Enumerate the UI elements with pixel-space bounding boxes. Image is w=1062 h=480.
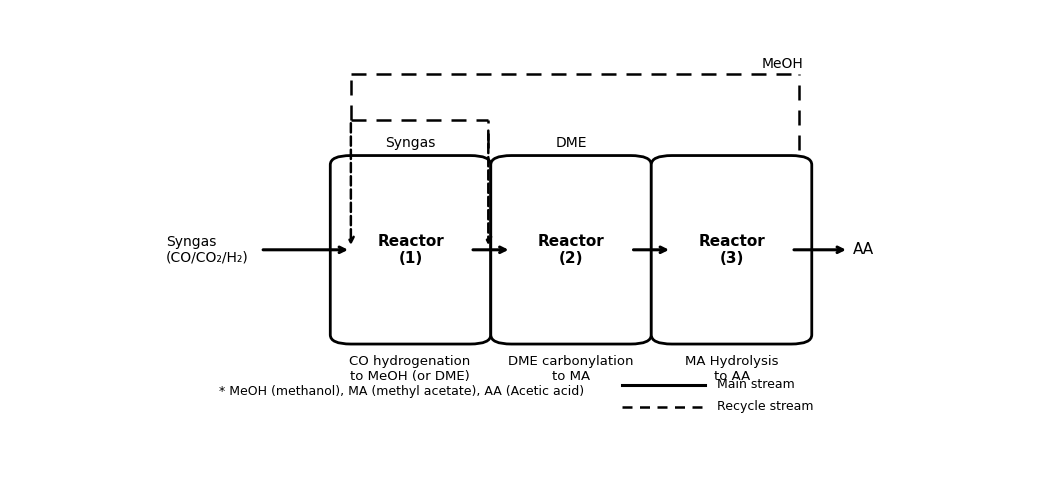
Text: CO hydrogenation
to MeOH (or DME): CO hydrogenation to MeOH (or DME) bbox=[349, 355, 470, 383]
FancyBboxPatch shape bbox=[491, 156, 651, 344]
Text: Syngas: Syngas bbox=[386, 136, 435, 150]
FancyBboxPatch shape bbox=[330, 156, 491, 344]
Text: Syngas
(CO/CO₂/H₂): Syngas (CO/CO₂/H₂) bbox=[166, 235, 249, 265]
Text: Main stream: Main stream bbox=[717, 378, 794, 391]
Text: AA: AA bbox=[853, 242, 874, 257]
Text: DME: DME bbox=[555, 136, 587, 150]
Text: Reactor
(2): Reactor (2) bbox=[537, 234, 604, 266]
Text: Recycle stream: Recycle stream bbox=[717, 400, 813, 413]
Text: Reactor
(1): Reactor (1) bbox=[377, 234, 444, 266]
Text: MeOH: MeOH bbox=[763, 57, 804, 71]
Text: MA Hydrolysis
to AA: MA Hydrolysis to AA bbox=[685, 355, 778, 383]
Text: * MeOH (methanol), MA (methyl acetate), AA (Acetic acid): * MeOH (methanol), MA (methyl acetate), … bbox=[219, 384, 584, 398]
FancyBboxPatch shape bbox=[651, 156, 811, 344]
Text: DME carbonylation
to MA: DME carbonylation to MA bbox=[508, 355, 633, 383]
Text: Reactor
(3): Reactor (3) bbox=[698, 234, 765, 266]
